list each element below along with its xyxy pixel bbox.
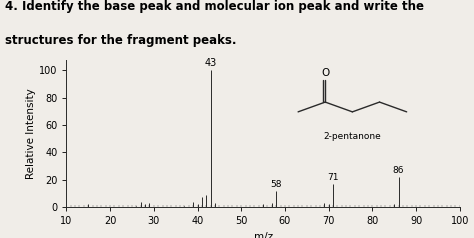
Text: 86: 86: [393, 166, 404, 175]
Text: structures for the fragment peaks.: structures for the fragment peaks.: [5, 34, 236, 47]
Text: 71: 71: [327, 173, 339, 182]
Text: 43: 43: [204, 58, 217, 68]
Y-axis label: Relative Intensity: Relative Intensity: [26, 88, 36, 179]
X-axis label: m/z: m/z: [254, 232, 273, 238]
Text: 4. Identify the base peak and molecular ion peak and write the: 4. Identify the base peak and molecular …: [5, 0, 424, 13]
Text: 58: 58: [271, 180, 282, 188]
